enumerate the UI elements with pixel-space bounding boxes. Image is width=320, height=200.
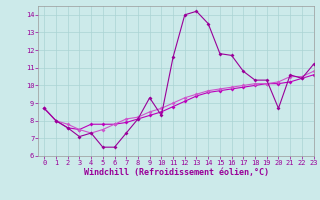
X-axis label: Windchill (Refroidissement éolien,°C): Windchill (Refroidissement éolien,°C) bbox=[84, 168, 268, 177]
